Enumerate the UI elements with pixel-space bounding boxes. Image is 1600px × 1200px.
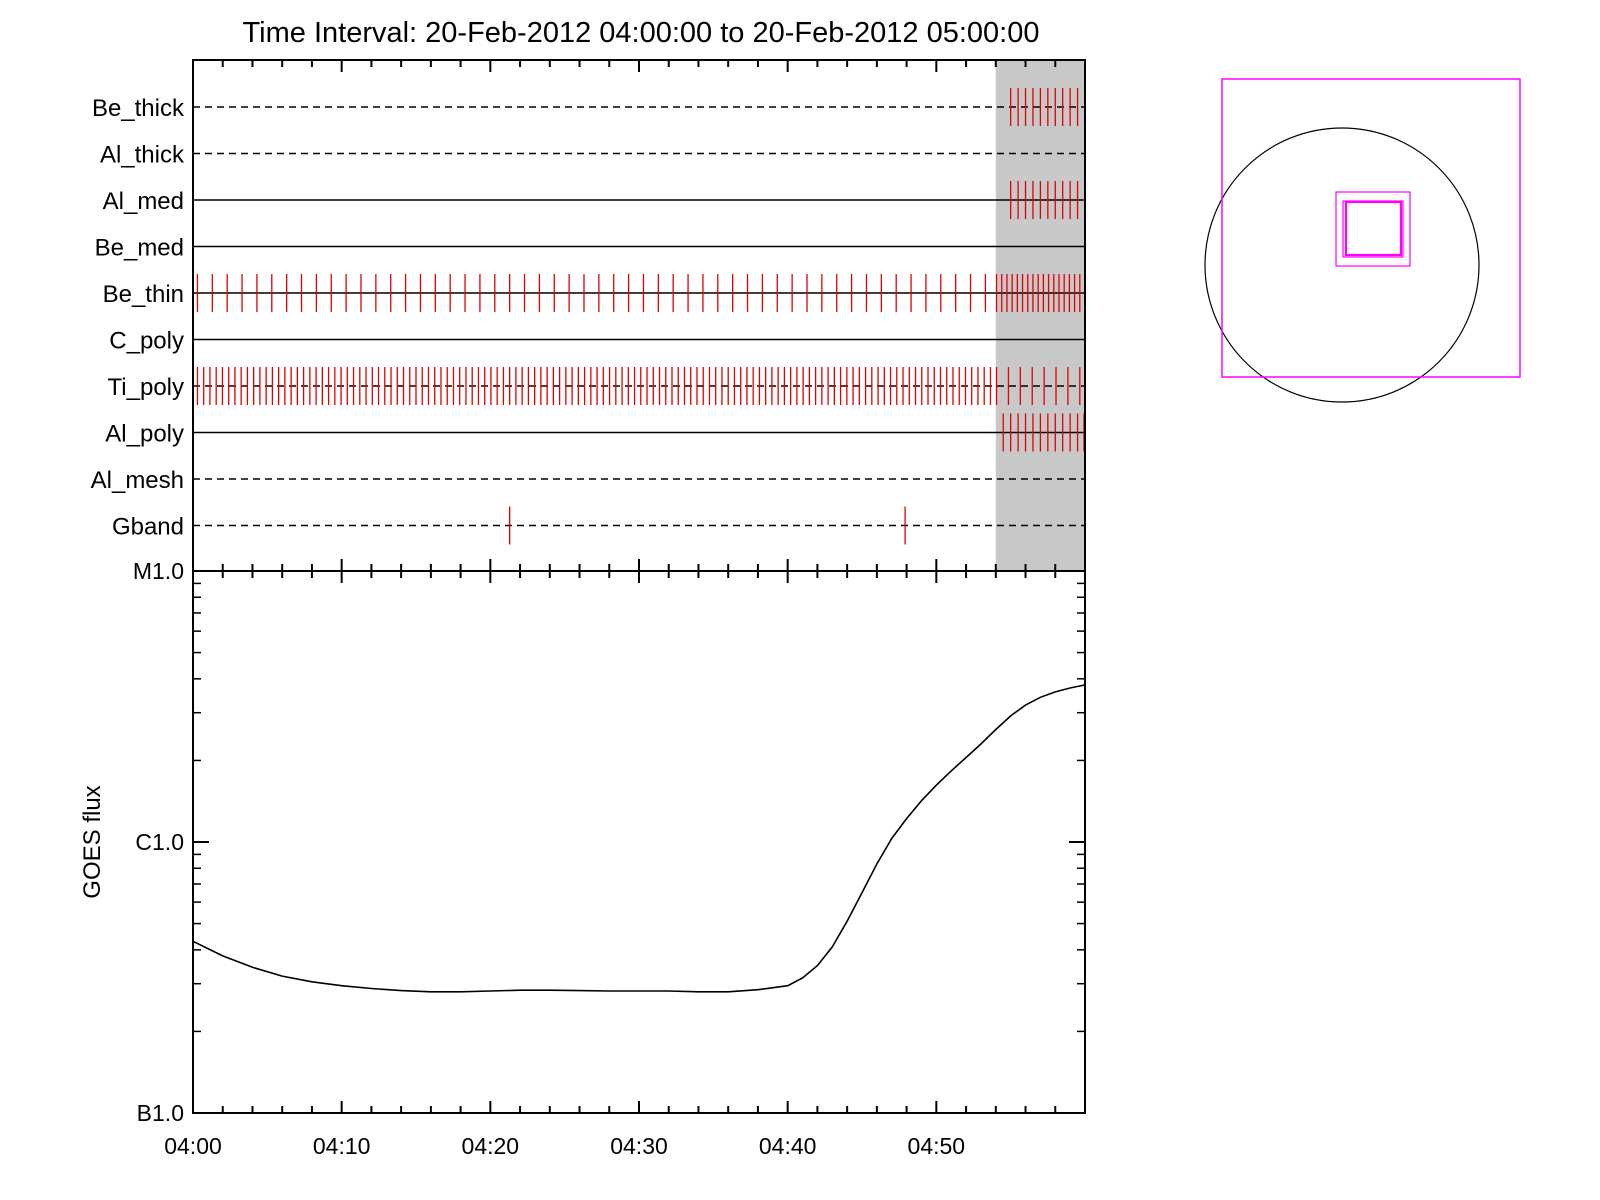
solar-disk-circle — [1204, 127, 1480, 403]
goes-flux-series — [192, 684, 1086, 993]
row-label: Al_thick — [100, 142, 185, 169]
row-label: Gband — [112, 514, 184, 541]
goes-frame — [192, 570, 1086, 1114]
outer-fov-square — [1221, 78, 1521, 378]
inner-fov-square — [1335, 191, 1411, 267]
x-tick-label: 04:00 — [164, 1133, 222, 1159]
shaded-interval — [995, 60, 1085, 571]
fov-diagram — [1204, 78, 1521, 403]
inner-fov-square — [1342, 200, 1404, 258]
row-label: Ti_poly — [108, 374, 184, 401]
inner-fov-square — [1344, 200, 1403, 257]
row-label: Be_med — [95, 235, 184, 262]
instrument-timeline-panel: Be_thick Al_thick Al_med Be_med Be_thin C_pol… — [91, 59, 1086, 572]
row-label: Al_med — [103, 188, 184, 215]
row-label: Al_poly — [105, 421, 184, 448]
y-axis-label: GOES flux — [79, 785, 106, 898]
x-tick-label: 04:50 — [908, 1133, 966, 1159]
x-tick-label: 04:10 — [313, 1133, 371, 1159]
y-tick-label: B1.0 — [137, 1100, 184, 1126]
timeline-frame — [192, 59, 1086, 572]
row-label: Be_thin — [103, 281, 184, 308]
row-label: Be_thick — [92, 95, 185, 122]
row-label: Al_mesh — [91, 467, 184, 494]
y-tick-label: M1.0 — [133, 558, 184, 584]
goes-flux-panel: 04:00 04:10 04:20 04:30 04:40 04:50 B1.0 C1.0 M1… — [79, 558, 1086, 1159]
chart-title: Time Interval: 20-Feb-2012 04:00:00 to 2… — [243, 17, 1040, 49]
row-label: C_poly — [109, 328, 184, 355]
x-tick-label: 04:30 — [610, 1133, 668, 1159]
x-tick-label: 04:20 — [462, 1133, 520, 1159]
y-tick-label: C1.0 — [135, 829, 184, 855]
x-tick-label: 04:40 — [759, 1133, 817, 1159]
